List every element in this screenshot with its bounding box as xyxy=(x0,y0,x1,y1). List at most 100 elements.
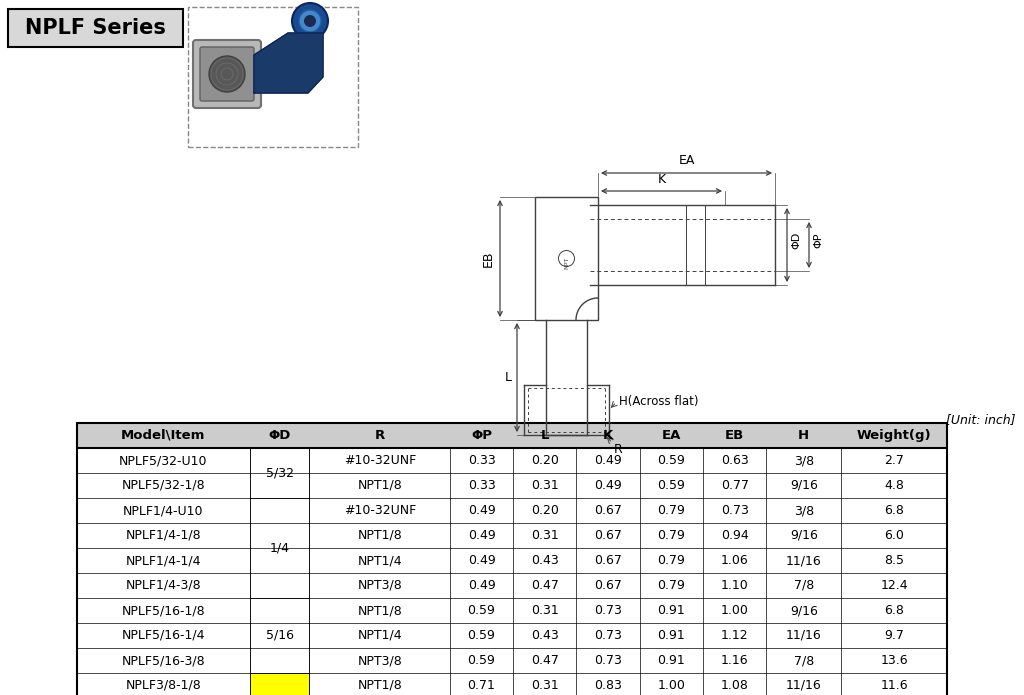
Text: 9/16: 9/16 xyxy=(790,529,817,542)
Bar xyxy=(77,448,947,473)
Text: NPLF3/8-1/8: NPLF3/8-1/8 xyxy=(125,679,201,692)
Text: 0.91: 0.91 xyxy=(657,629,685,642)
Bar xyxy=(250,498,309,598)
Text: 0.59: 0.59 xyxy=(657,479,685,492)
Text: NPT1/8: NPT1/8 xyxy=(357,479,402,492)
Text: R: R xyxy=(613,443,623,456)
Text: ΦD: ΦD xyxy=(791,231,801,249)
Text: 11/16: 11/16 xyxy=(785,554,821,567)
Text: [Unit: inch]: [Unit: inch] xyxy=(945,413,1015,426)
Bar xyxy=(77,423,947,448)
Text: EA: EA xyxy=(662,429,681,442)
Text: 0.67: 0.67 xyxy=(594,579,622,592)
Text: 1.06: 1.06 xyxy=(721,554,749,567)
Text: 0.47: 0.47 xyxy=(530,654,559,667)
Text: 0.71: 0.71 xyxy=(468,679,496,692)
Text: 0.49: 0.49 xyxy=(468,554,496,567)
Text: 6.0: 6.0 xyxy=(884,529,904,542)
Bar xyxy=(77,648,947,673)
Text: K: K xyxy=(603,429,613,442)
Text: 6.8: 6.8 xyxy=(884,504,904,517)
Text: EB: EB xyxy=(725,429,744,442)
Text: 0.91: 0.91 xyxy=(657,654,685,667)
Circle shape xyxy=(209,56,245,92)
Text: 1.16: 1.16 xyxy=(721,654,749,667)
Text: EB: EB xyxy=(482,250,495,267)
Text: 1/4: 1/4 xyxy=(269,541,290,555)
Text: ΦP: ΦP xyxy=(813,232,823,247)
Text: 0.94: 0.94 xyxy=(721,529,749,542)
Text: H: H xyxy=(798,429,809,442)
Polygon shape xyxy=(254,33,323,93)
Text: 0.31: 0.31 xyxy=(530,529,559,542)
Text: 9/16: 9/16 xyxy=(790,479,817,492)
Bar xyxy=(77,623,947,648)
Bar xyxy=(77,423,947,695)
Bar xyxy=(77,498,947,523)
Bar xyxy=(8,9,183,47)
Text: NPLF5/16-3/8: NPLF5/16-3/8 xyxy=(122,654,205,667)
Text: 9/16: 9/16 xyxy=(790,604,817,617)
Text: 0.59: 0.59 xyxy=(657,454,685,467)
Text: 7/8: 7/8 xyxy=(794,654,814,667)
Text: 0.31: 0.31 xyxy=(530,604,559,617)
Bar xyxy=(535,197,598,320)
FancyBboxPatch shape xyxy=(200,47,254,101)
Text: ΦP: ΦP xyxy=(471,429,492,442)
Text: NPT1/4: NPT1/4 xyxy=(357,554,402,567)
Text: 0.20: 0.20 xyxy=(530,504,559,517)
Text: 0.73: 0.73 xyxy=(594,629,622,642)
Bar xyxy=(77,598,947,623)
Text: 0.49: 0.49 xyxy=(594,454,622,467)
Text: 12.4: 12.4 xyxy=(881,579,908,592)
Text: 0.79: 0.79 xyxy=(657,504,685,517)
Circle shape xyxy=(304,15,316,27)
Text: 0.77: 0.77 xyxy=(721,479,749,492)
Bar xyxy=(77,523,947,548)
Text: 0.79: 0.79 xyxy=(657,579,685,592)
Text: 0.67: 0.67 xyxy=(594,504,622,517)
Text: 0.59: 0.59 xyxy=(468,604,496,617)
Text: NPT1/4: NPT1/4 xyxy=(357,629,402,642)
Bar xyxy=(77,473,947,498)
Text: 1.00: 1.00 xyxy=(657,679,685,692)
Text: #10-32UNF: #10-32UNF xyxy=(343,454,416,467)
Text: 0.33: 0.33 xyxy=(468,479,496,492)
Text: 0.73: 0.73 xyxy=(721,504,749,517)
Text: 13.6: 13.6 xyxy=(881,654,908,667)
Text: 0.31: 0.31 xyxy=(530,679,559,692)
Text: NPLF Series: NPLF Series xyxy=(25,18,166,38)
Text: 4.8: 4.8 xyxy=(884,479,904,492)
Bar xyxy=(77,573,947,598)
Text: 11.6: 11.6 xyxy=(881,679,908,692)
Text: 5/32: 5/32 xyxy=(265,466,294,480)
Circle shape xyxy=(292,3,328,39)
Text: NPLF1/4-1/4: NPLF1/4-1/4 xyxy=(126,554,201,567)
Text: 0.49: 0.49 xyxy=(468,529,496,542)
Text: 1.10: 1.10 xyxy=(721,579,749,592)
Text: NPT1/8: NPT1/8 xyxy=(357,604,402,617)
Text: L: L xyxy=(541,429,549,442)
Bar xyxy=(250,598,309,673)
Text: H(Across flat): H(Across flat) xyxy=(618,395,698,409)
Text: #10-32UNF: #10-32UNF xyxy=(343,504,416,517)
Circle shape xyxy=(299,10,321,32)
Text: NPT1/8: NPT1/8 xyxy=(357,529,402,542)
Text: NPLF5/16-1/4: NPLF5/16-1/4 xyxy=(122,629,205,642)
Text: K: K xyxy=(657,173,666,186)
Text: 0.73: 0.73 xyxy=(594,654,622,667)
Text: NPLF5/16-1/8: NPLF5/16-1/8 xyxy=(122,604,205,617)
Text: NPLF5/32-U10: NPLF5/32-U10 xyxy=(119,454,208,467)
Text: NPT3/8: NPT3/8 xyxy=(357,654,402,667)
Text: NPLF1/4-1/8: NPLF1/4-1/8 xyxy=(126,529,201,542)
Text: 0.73: 0.73 xyxy=(594,604,622,617)
Text: ΦD: ΦD xyxy=(268,429,291,442)
Text: NPLF1/4-U10: NPLF1/4-U10 xyxy=(123,504,204,517)
Text: 8.5: 8.5 xyxy=(884,554,904,567)
Text: 0.49: 0.49 xyxy=(468,579,496,592)
Text: 7/8: 7/8 xyxy=(794,579,814,592)
Bar xyxy=(250,673,309,695)
Text: 0.91: 0.91 xyxy=(657,604,685,617)
Text: 1.00: 1.00 xyxy=(721,604,749,617)
Text: 11/16: 11/16 xyxy=(785,629,821,642)
